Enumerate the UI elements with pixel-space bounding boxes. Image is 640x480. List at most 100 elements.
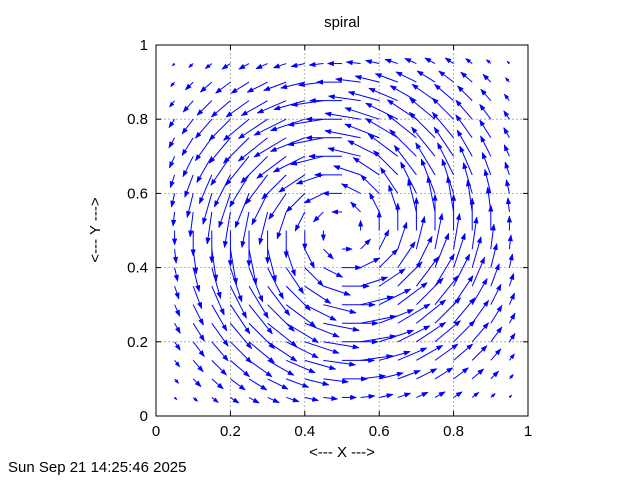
vector-arrow — [416, 321, 447, 343]
vector-arrow — [192, 397, 199, 402]
vector-arrow — [327, 147, 361, 157]
vector-arrow — [434, 343, 459, 361]
vector-arrow — [285, 341, 319, 359]
vector-arrow — [347, 140, 380, 157]
vector-arrow — [209, 230, 215, 264]
vector-arrow — [507, 234, 513, 250]
vector-arrow — [360, 238, 372, 250]
vector-arrow — [397, 325, 431, 343]
vector-arrow — [462, 161, 473, 194]
vector-arrow — [397, 303, 431, 324]
vector-arrow — [508, 332, 516, 343]
vector-arrow — [169, 100, 175, 108]
vector-arrow — [211, 248, 219, 282]
vector-arrow — [360, 276, 389, 287]
vector-arrow — [283, 230, 289, 259]
vector-arrow — [286, 378, 310, 388]
vector-arrow — [174, 360, 181, 368]
vector-arrow — [424, 57, 436, 64]
vector-arrow — [253, 137, 287, 158]
vector-arrow — [171, 62, 176, 67]
vector-arrow — [290, 100, 324, 107]
vector-arrow — [388, 184, 399, 213]
vector-arrow — [490, 242, 498, 268]
vector-arrow — [290, 155, 324, 166]
vector-arrow — [264, 230, 271, 265]
vector-arrow — [434, 320, 462, 343]
vector-arrow — [397, 282, 428, 306]
vector-arrow — [397, 392, 412, 398]
vector-arrow — [471, 236, 482, 268]
y-tick-label: 0.6 — [127, 185, 148, 202]
vector-arrow — [479, 119, 492, 139]
vector-arrow — [434, 232, 450, 268]
vector-arrow — [344, 107, 380, 120]
vector-arrow — [397, 221, 408, 250]
vector-arrow — [304, 396, 320, 402]
vector-arrow — [379, 309, 415, 324]
vector-arrow — [378, 268, 406, 287]
vector-arrow — [407, 178, 417, 213]
vector-arrow — [304, 359, 337, 370]
vector-arrow — [408, 111, 436, 139]
vector-arrow — [290, 62, 305, 68]
vector-arrow — [268, 193, 287, 220]
vector-arrow — [192, 378, 202, 388]
vector-arrow — [234, 193, 250, 229]
vector-arrow — [453, 391, 463, 398]
vector-arrow — [342, 264, 363, 271]
vector-arrow — [286, 137, 324, 147]
vector-arrow — [169, 174, 176, 189]
vector-arrow — [379, 371, 404, 380]
vector-arrow — [416, 391, 429, 398]
vector-arrow — [503, 126, 510, 138]
vector-arrow — [267, 378, 289, 390]
vector-arrow — [321, 190, 342, 197]
vector-arrow — [368, 87, 398, 102]
vector-arrow — [509, 353, 515, 361]
vector-arrow — [222, 211, 231, 249]
vector-arrow — [342, 246, 353, 252]
vector-arrow — [263, 81, 287, 91]
vector-arrow — [453, 232, 466, 268]
x-tick-label: 0.8 — [443, 423, 464, 440]
vector-arrow — [237, 137, 268, 162]
vector-arrow — [267, 359, 295, 376]
vector-arrow — [237, 118, 268, 140]
vector-arrow — [480, 135, 492, 157]
vector-arrow — [490, 263, 500, 287]
vector-arrow — [415, 215, 426, 250]
vector-arrow — [441, 158, 455, 194]
vector-arrow — [323, 267, 344, 278]
vector-arrow — [471, 322, 490, 343]
vector-arrow — [360, 174, 380, 194]
vector-arrow — [369, 192, 380, 213]
vector-arrow — [479, 103, 492, 120]
vector-arrow — [505, 179, 511, 194]
vector-arrow — [194, 118, 213, 139]
vector-arrow — [376, 210, 382, 231]
vector-arrow — [380, 166, 399, 194]
vector-arrow — [170, 81, 175, 88]
vector-arrow — [230, 378, 246, 391]
vector-arrow — [389, 129, 417, 157]
vector-arrow — [378, 288, 412, 306]
vector-arrow — [304, 304, 337, 321]
vector-arrow — [246, 230, 252, 268]
vector-arrow — [485, 186, 492, 213]
vector-arrow — [188, 211, 194, 238]
vector-arrow — [503, 110, 510, 120]
vector-arrow — [171, 211, 177, 227]
vector-arrow — [509, 373, 514, 380]
vector-arrow — [230, 359, 251, 378]
vector-arrow — [404, 57, 417, 65]
vector-arrow — [358, 219, 364, 231]
vector-arrow — [305, 135, 342, 141]
vector-arrow — [190, 230, 196, 257]
vector-arrow — [364, 59, 380, 65]
vector-arrow — [416, 70, 436, 83]
vector-arrow — [327, 94, 361, 102]
vector-arrow — [450, 193, 457, 231]
